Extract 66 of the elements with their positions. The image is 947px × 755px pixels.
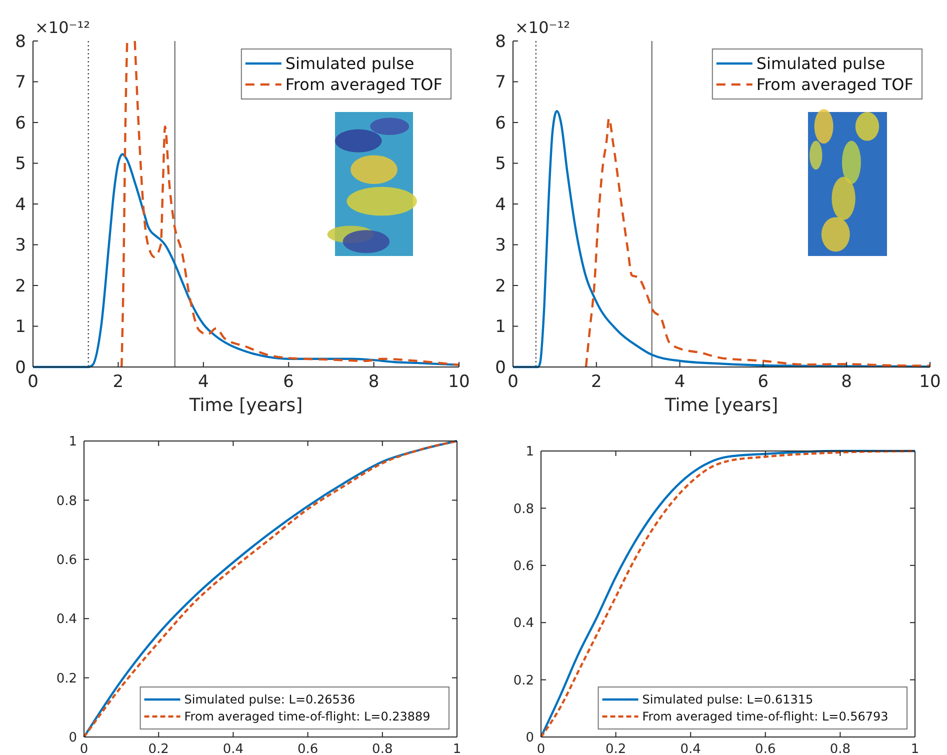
line-series <box>540 450 916 738</box>
y-tick-label: 4 <box>15 194 26 215</box>
y-tick-label: 0.4 <box>513 616 534 632</box>
y-tick-label: 6 <box>15 113 26 134</box>
y-tick-label: 0.6 <box>513 558 534 574</box>
y-tick-label: 3 <box>15 236 26 256</box>
x-tick-label: 4 <box>198 372 209 392</box>
x-tick-label: 0.8 <box>830 742 851 755</box>
y-axis-title: ×10⁻¹² <box>35 18 90 37</box>
y-tick-label: 1 <box>495 317 506 338</box>
x-tick-label: 0.4 <box>222 742 244 755</box>
y-tick-label: 0.6 <box>56 552 77 568</box>
legend-label: From averaged TOF <box>756 75 914 94</box>
y-tick-label: 2 <box>495 276 506 296</box>
y-tick-label: 0.8 <box>56 494 77 509</box>
legend-label: From averaged TOF <box>285 75 442 94</box>
x-tick-label: 0.2 <box>148 742 169 755</box>
legend-label: From averaged time-of-flight: L=0.56793 <box>642 710 888 724</box>
legend-label: Simulated pulse <box>756 54 886 74</box>
y-tick-label: 2 <box>15 276 26 296</box>
x-tick-label: 0.6 <box>755 742 776 755</box>
y-axis-title: ×10⁻¹² <box>515 18 570 37</box>
x-tick-label: 8 <box>841 372 852 392</box>
y-tick-label: 1 <box>526 444 534 460</box>
legend-label: Simulated pulse <box>285 54 414 74</box>
x-tick-label: 1 <box>452 742 462 755</box>
y-tick-label: 0.2 <box>56 671 77 686</box>
x-tick-label: 6 <box>758 372 769 392</box>
x-axis-title: Time [years] <box>188 395 303 416</box>
y-tick-label: 5 <box>495 154 506 174</box>
y-tick-label: 6 <box>495 113 506 134</box>
y-tick-label: 0 <box>15 358 26 378</box>
x-tick-label: 6 <box>283 372 294 392</box>
x-tick-label: 4 <box>674 372 686 392</box>
legend-label: From averaged time-of-flight: L=0.23889 <box>184 710 430 724</box>
y-tick-label: 0.4 <box>56 612 77 628</box>
x-axis-title: Time [years] <box>664 395 778 416</box>
line-series <box>584 117 932 368</box>
x-tick-label: 0 <box>80 742 88 755</box>
y-tick-label: 0 <box>495 358 506 378</box>
legend-label: Simulated pulse: L=0.26536 <box>184 692 356 707</box>
x-tick-label: 10 <box>448 372 470 392</box>
x-tick-label: 0.4 <box>680 742 701 755</box>
x-tick-label: 0 <box>28 372 38 392</box>
y-tick-label: 1 <box>15 317 26 338</box>
y-tick-label: 7 <box>495 72 506 93</box>
y-tick-label: 4 <box>495 194 506 215</box>
x-tick-label: 0.8 <box>372 742 393 755</box>
x-tick-label: 0.6 <box>297 742 318 755</box>
x-tick-label: 2 <box>590 372 602 392</box>
y-tick-label: 5 <box>15 154 26 174</box>
y-tick-label: 0.2 <box>513 673 534 688</box>
y-tick-label: 3 <box>495 236 506 256</box>
x-tick-label: 8 <box>368 372 380 392</box>
x-tick-label: 10 <box>919 372 941 392</box>
x-tick-label: 0.2 <box>605 742 626 755</box>
y-tick-label: 8 <box>495 32 506 52</box>
y-tick-label: 0.8 <box>513 502 534 517</box>
x-tick-label: 2 <box>112 372 124 392</box>
y-tick-label: 7 <box>15 72 26 93</box>
x-tick-label: 0 <box>536 742 546 755</box>
x-tick-label: 1 <box>910 742 920 755</box>
legend-label: Simulated pulse: L=0.61315 <box>642 692 814 707</box>
line-series <box>82 440 458 738</box>
y-tick-label: 1 <box>68 434 77 450</box>
y-tick-label: 8 <box>15 32 26 52</box>
